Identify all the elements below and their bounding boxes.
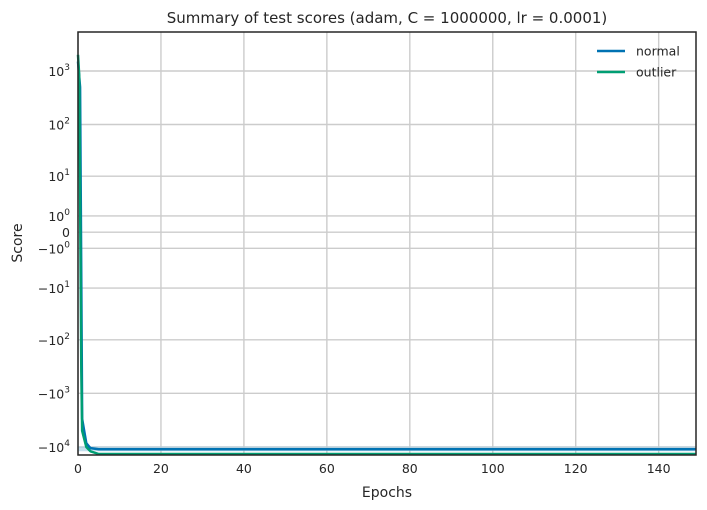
y-axis-label: Score <box>10 223 26 262</box>
y-axis-ticks: 103 102 101 1000−100 −101 −102 −103 −104 <box>38 63 70 455</box>
y-tick-label: 100 <box>48 208 70 224</box>
legend-label-normal: normal <box>636 44 680 59</box>
y-tick-label: −101 <box>38 280 70 296</box>
y-tick-label: 0 <box>62 225 70 240</box>
chart-title: Summary of test scores (adam, C = 100000… <box>167 9 608 27</box>
y-tick-label: −103 <box>38 385 70 401</box>
legend-label-outlier: outlier <box>636 65 677 80</box>
plot-frame <box>77 31 697 456</box>
y-tick-label: 103 <box>48 63 70 79</box>
y-tick-label: 102 <box>48 117 70 133</box>
legend: normal outlier <box>597 44 680 80</box>
x-tick-label: 140 <box>647 461 671 476</box>
x-tick-label: 80 <box>402 461 418 476</box>
y-tick-label: −100 <box>38 240 70 256</box>
series-line-outlier <box>76 54 696 456</box>
y-tick-label: 101 <box>48 168 70 184</box>
x-axis-ticks: 0 20 40 60 80 100 120 140 <box>74 461 671 476</box>
series-lines <box>76 54 696 456</box>
y-tick-label: −104 <box>38 439 70 455</box>
y-tick-label: −102 <box>38 332 70 348</box>
x-tick-label: 120 <box>564 461 588 476</box>
x-tick-label: 100 <box>481 461 505 476</box>
x-tick-label: 0 <box>74 461 82 476</box>
x-tick-label: 40 <box>236 461 252 476</box>
x-axis-label: Epochs <box>362 485 412 501</box>
x-tick-label: 20 <box>153 461 169 476</box>
x-tick-label: 60 <box>319 461 335 476</box>
